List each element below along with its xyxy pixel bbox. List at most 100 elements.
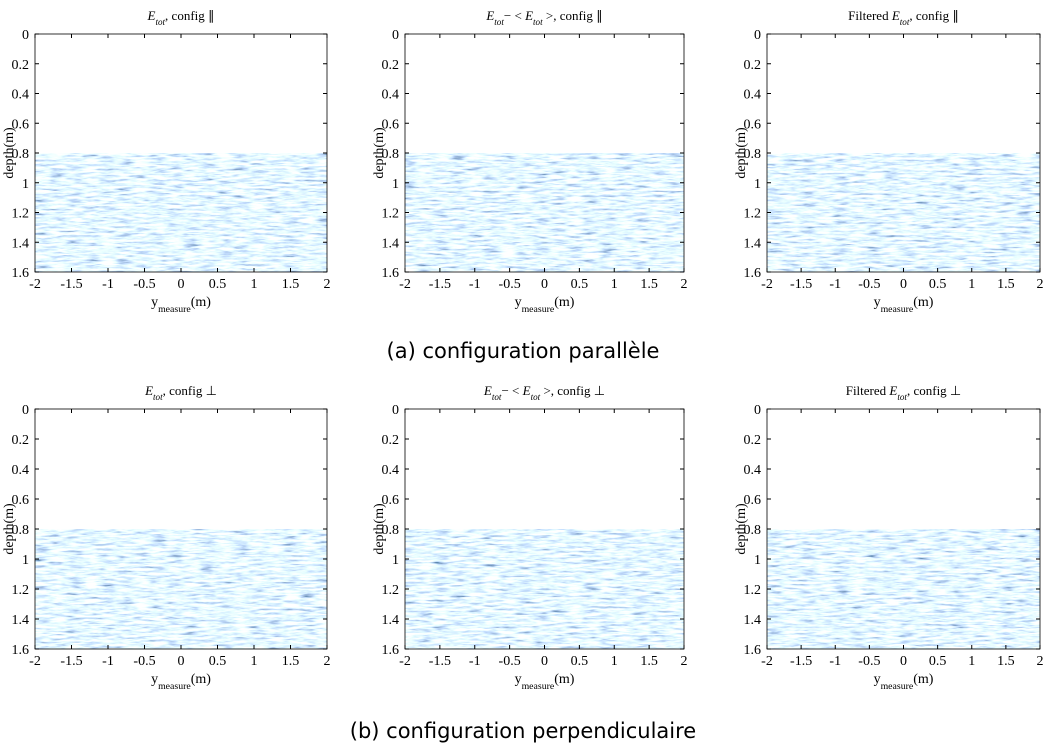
text-part: tot: [153, 392, 163, 402]
x-tick-label: 0: [541, 654, 548, 669]
y-tick-label: 0: [754, 28, 761, 43]
x-tick-label: 1.5: [997, 277, 1015, 292]
chart-title: Etot, config ∥: [146, 8, 214, 27]
text-part: (m): [191, 295, 212, 310]
y-tick-label: 1: [22, 177, 29, 192]
x-tick-label: -2: [399, 654, 411, 669]
x-tick-label: -1.5: [790, 277, 812, 292]
x-tick-label: -0.5: [499, 654, 521, 669]
text-part: E: [524, 8, 533, 23]
x-tick-label: -1.5: [429, 654, 451, 669]
text-part: (m): [554, 672, 575, 687]
x-tick-label: -0.5: [858, 277, 880, 292]
radargram: [35, 529, 327, 649]
text-part: tot: [531, 392, 541, 402]
x-tick-label: 1: [968, 277, 975, 292]
text-part: (m): [913, 672, 934, 687]
text-part: tot: [492, 392, 502, 402]
x-tick-label: 0.5: [209, 654, 227, 669]
chart-title: Filtered Etot, config ∥: [848, 8, 959, 27]
x-tick-label: 0.5: [929, 654, 947, 669]
x-tick-label: 2: [324, 654, 331, 669]
y-tick-label: 1: [754, 553, 761, 568]
radargram: [405, 153, 684, 272]
y-tick-label: 0.2: [382, 433, 400, 448]
x-tick-label: 1.5: [640, 277, 658, 292]
x-tick-label: -1.5: [790, 654, 812, 669]
x-tick-label: -2: [761, 277, 773, 292]
y-tick-label: 1.6: [382, 643, 400, 658]
x-tick-label: -0.5: [133, 654, 155, 669]
y-tick-label: 0.4: [382, 463, 400, 478]
y-tick-label: 0.4: [12, 88, 30, 103]
x-tick-label: 0.5: [571, 654, 589, 669]
caption: (a) configuration parallèle: [387, 339, 660, 363]
text-part: (m): [913, 295, 934, 310]
x-tick-label: 1: [611, 654, 618, 669]
text-part: tot: [533, 17, 543, 27]
text-part: y: [515, 672, 522, 687]
text-part: E: [485, 8, 494, 23]
text-part: E: [146, 8, 155, 23]
x-tick-label: 1.5: [997, 654, 1015, 669]
y-axis-label: depth(m): [2, 127, 17, 179]
x-axis-label: ymeasure(m): [874, 672, 934, 692]
x-tick-label: -2: [29, 654, 41, 669]
text-part: >, config ∥: [543, 8, 603, 23]
text-part: E: [891, 8, 900, 23]
y-tick-label: 0.6: [382, 117, 400, 132]
x-tick-label: 1.5: [282, 654, 300, 669]
chart-title: Etot, config ⊥: [144, 383, 217, 402]
text-part: , config ⊥: [907, 383, 961, 398]
radargram: [767, 529, 1040, 649]
text-part: (m): [191, 672, 212, 687]
x-tick-label: -2: [399, 277, 411, 292]
x-tick-label: 0: [541, 277, 548, 292]
y-tick-label: 1.6: [744, 266, 762, 281]
x-tick-label: -1: [102, 277, 114, 292]
text-part: y: [874, 672, 881, 687]
text-part: , config ∥: [165, 8, 214, 23]
x-tick-label: -1: [469, 654, 481, 669]
x-tick-label: 1: [251, 654, 258, 669]
x-tick-label: 1: [611, 277, 618, 292]
x-tick-label: -1: [829, 277, 841, 292]
y-tick-label: 1.2: [12, 207, 30, 222]
text-part: y: [151, 672, 158, 687]
y-tick-label: 0: [22, 28, 29, 43]
y-tick-label: 0: [22, 403, 29, 418]
text-part: E: [483, 383, 492, 398]
x-tick-label: 1: [968, 654, 975, 669]
x-tick-label: 2: [1037, 277, 1044, 292]
y-tick-label: 1.6: [382, 266, 400, 281]
radargram: [405, 529, 684, 649]
y-tick-label: 0: [754, 403, 761, 418]
x-tick-label: 0: [900, 277, 907, 292]
y-tick-label: 0.2: [12, 58, 30, 73]
y-tick-label: 0.4: [744, 463, 762, 478]
y-axis-label: depth(m): [734, 503, 749, 555]
x-tick-label: 1.5: [640, 654, 658, 669]
x-tick-label: 0.5: [571, 277, 589, 292]
text-part: >, config ⊥: [540, 383, 605, 398]
text-part: Filtered: [846, 383, 890, 398]
y-tick-label: 0: [392, 403, 399, 418]
y-tick-label: 1.6: [744, 643, 762, 658]
text-part: measure: [158, 304, 191, 315]
x-tick-label: -1.5: [429, 277, 451, 292]
x-axis-label: ymeasure(m): [515, 295, 575, 315]
chart-title: Filtered Etot, config ⊥: [846, 383, 962, 402]
y-tick-label: 1: [22, 553, 29, 568]
y-tick-label: 1.4: [744, 236, 762, 251]
x-tick-label: 2: [1037, 654, 1044, 669]
text-part: measure: [158, 681, 191, 692]
x-tick-label: -2: [29, 277, 41, 292]
y-tick-label: 0.2: [12, 433, 30, 448]
x-tick-label: 2: [681, 277, 688, 292]
y-tick-label: 1.2: [382, 207, 400, 222]
chart-title: Etot− < Etot >, config ∥: [485, 8, 602, 27]
x-tick-label: -1.5: [60, 654, 82, 669]
x-tick-label: 0.5: [929, 277, 947, 292]
